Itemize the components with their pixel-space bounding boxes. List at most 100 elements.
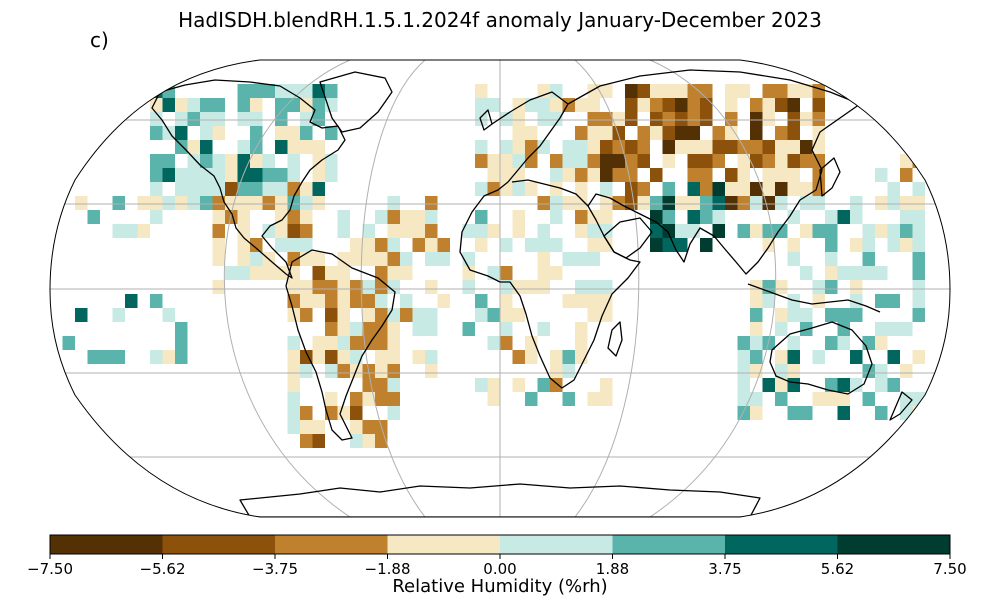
- grid-cell: [587, 392, 600, 406]
- grid-cell: [600, 126, 613, 140]
- grid-cell: [400, 294, 413, 308]
- grid-cell: [587, 98, 600, 112]
- grid-cell: [187, 196, 200, 210]
- grid-cell: [687, 126, 700, 140]
- grid-cell: [512, 210, 525, 224]
- grid-cell: [837, 336, 850, 350]
- grid-cell: [475, 224, 488, 238]
- grid-cell: [287, 420, 300, 434]
- grid-cell: [350, 420, 363, 434]
- grid-cell: [512, 224, 525, 238]
- grid-cell: [912, 238, 925, 252]
- grid-cell: [562, 168, 575, 182]
- grid-cell: [375, 364, 388, 378]
- grid-cell: [537, 280, 550, 294]
- grid-cell: [762, 140, 775, 154]
- grid-cell: [775, 126, 788, 140]
- grid-cell: [525, 182, 538, 196]
- grid-cell: [750, 196, 763, 210]
- grid-cell: [437, 252, 450, 266]
- grid-cell: [737, 196, 750, 210]
- grid-cell: [87, 210, 100, 224]
- grid-cell: [550, 350, 563, 364]
- grid-cell: [387, 196, 400, 210]
- grid-cell: [550, 364, 563, 378]
- grid-cell: [637, 154, 650, 168]
- grid-cell: [850, 196, 863, 210]
- grid-cell: [850, 266, 863, 280]
- grid-cell: [412, 322, 425, 336]
- grid-cell: [712, 140, 725, 154]
- colorbar-segment: [162, 535, 276, 554]
- grid-cell: [337, 266, 350, 280]
- grid-cell: [150, 294, 163, 308]
- grid-cell: [662, 182, 675, 196]
- grid-cell: [475, 84, 488, 98]
- grid-cell: [287, 336, 300, 350]
- grid-cell: [325, 168, 338, 182]
- grid-cell: [487, 168, 500, 182]
- grid-cell: [887, 182, 900, 196]
- grid-cell: [387, 406, 400, 420]
- grid-cell: [375, 294, 388, 308]
- grid-cell: [800, 266, 813, 280]
- grid-cell: [362, 280, 375, 294]
- grid-cell: [387, 392, 400, 406]
- grid-cell: [350, 406, 363, 420]
- grid-cell: [812, 126, 825, 140]
- grid-cell: [387, 266, 400, 280]
- grid-cell: [875, 322, 888, 336]
- grid-cell: [300, 140, 313, 154]
- grid-cell: [237, 84, 250, 98]
- grid-cell: [575, 182, 588, 196]
- grid-cell: [275, 182, 288, 196]
- grid-cell: [787, 364, 800, 378]
- grid-cell: [325, 336, 338, 350]
- grid-cell: [737, 378, 750, 392]
- grid-cell: [212, 112, 225, 126]
- grid-cell: [300, 294, 313, 308]
- grid-cell: [650, 126, 663, 140]
- grid-cell: [337, 252, 350, 266]
- grid-cell: [500, 112, 513, 126]
- grid-cell: [762, 98, 775, 112]
- grid-cell: [362, 420, 375, 434]
- grid-cell: [750, 112, 763, 126]
- grid-cell: [737, 392, 750, 406]
- grid-cell: [837, 378, 850, 392]
- grid-cell: [575, 126, 588, 140]
- grid-cell: [837, 210, 850, 224]
- grid-cell: [787, 126, 800, 140]
- grid-cell: [762, 294, 775, 308]
- grid-cell: [300, 364, 313, 378]
- grid-cell: [800, 182, 813, 196]
- grid-cell: [850, 210, 863, 224]
- grid-cell: [475, 294, 488, 308]
- grid-cell: [675, 126, 688, 140]
- grid-cell: [787, 308, 800, 322]
- grid-cell: [387, 378, 400, 392]
- grid-cell: [187, 154, 200, 168]
- grid-cell: [375, 238, 388, 252]
- grid-cell: [487, 308, 500, 322]
- grid-cell: [900, 224, 913, 238]
- grid-cell: [662, 98, 675, 112]
- grid-cell: [400, 210, 413, 224]
- grid-cell: [600, 140, 613, 154]
- grid-cell: [337, 294, 350, 308]
- colorbar-segment: [837, 535, 951, 554]
- grid-cell: [687, 182, 700, 196]
- colorbar-segment: [275, 535, 388, 554]
- grid-cell: [737, 84, 750, 98]
- madagascar-coast: [607, 321, 623, 357]
- grid-cell: [812, 392, 825, 406]
- grid-cell: [475, 210, 488, 224]
- south-america-coast: [285, 249, 396, 441]
- grid-cell: [762, 84, 775, 98]
- grid-cell: [275, 98, 288, 112]
- british-isles-coast: [479, 109, 493, 131]
- grid-cell: [237, 210, 250, 224]
- grid-cell: [687, 140, 700, 154]
- grid-cell: [887, 322, 900, 336]
- grid-cell: [837, 392, 850, 406]
